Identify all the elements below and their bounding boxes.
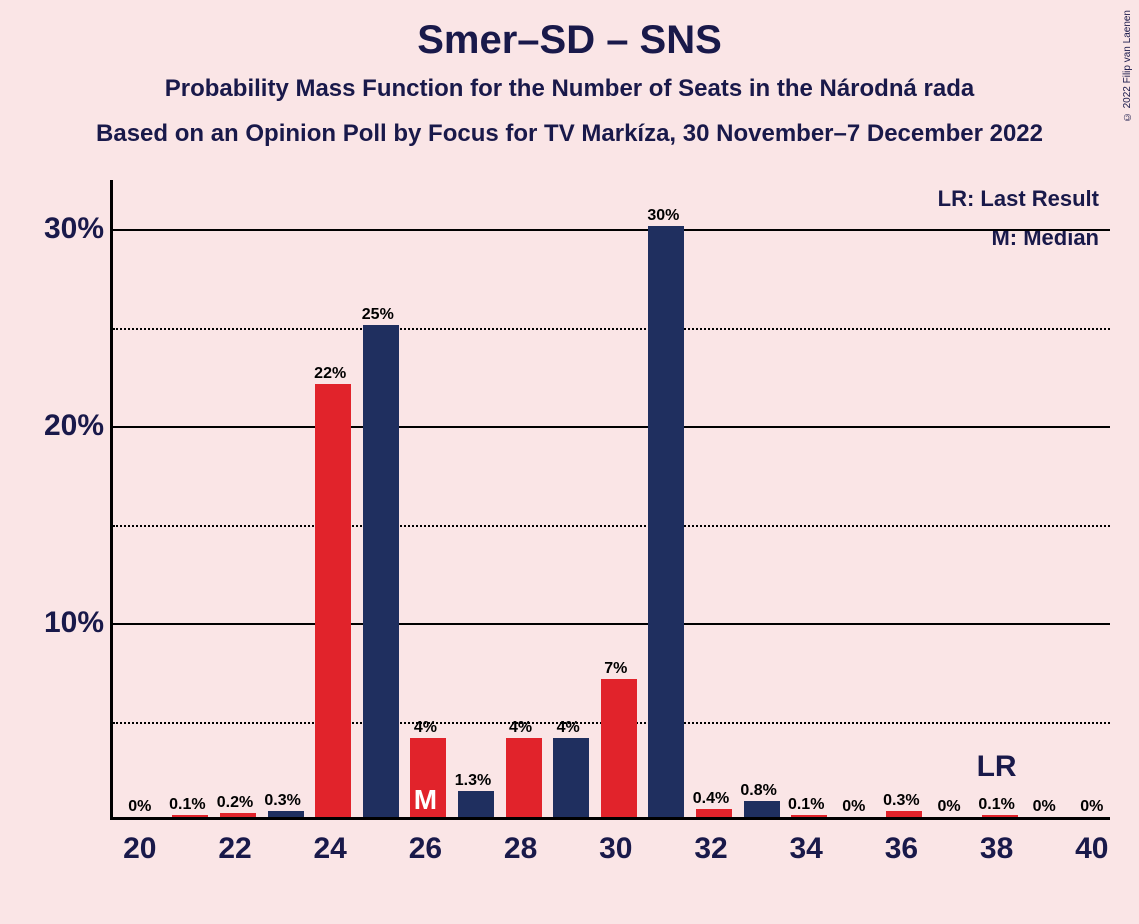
chart-bar	[886, 811, 922, 817]
chart-bar	[506, 738, 542, 817]
y-axis-label: 20%	[24, 409, 104, 443]
bar-value-label: 0%	[1033, 798, 1056, 816]
bar-value-label: 0.2%	[217, 794, 253, 812]
bar-value-label: 30%	[647, 207, 679, 225]
bar-value-label: 0.1%	[788, 796, 824, 814]
bar-value-label: 1.3%	[455, 772, 491, 790]
bar-value-label: 0.1%	[978, 796, 1014, 814]
x-axis-label: 36	[885, 832, 918, 866]
gridline-major	[113, 229, 1110, 231]
chart-bar	[363, 325, 399, 817]
y-axis-label: 10%	[24, 606, 104, 640]
chart-subtitle-2: Based on an Opinion Poll by Focus for TV…	[0, 120, 1139, 148]
x-axis-label: 28	[504, 832, 537, 866]
chart-bar	[744, 801, 780, 817]
bar-value-label: 4%	[509, 719, 532, 737]
gridline-major	[113, 623, 1110, 625]
bar-value-label: 0%	[937, 798, 960, 816]
chart-bar	[458, 791, 494, 817]
chart-bar	[220, 813, 256, 817]
bar-value-label: 4%	[557, 719, 580, 737]
bar-value-label: 0.1%	[169, 796, 205, 814]
chart-bar	[791, 815, 827, 817]
chart-title: Smer–SD – SNS	[0, 18, 1139, 63]
bar-value-label: 0.4%	[693, 790, 729, 808]
gridline-major	[113, 426, 1110, 428]
median-marker: M	[414, 784, 437, 816]
bar-value-label: 4%	[414, 719, 437, 737]
x-axis-label: 30	[599, 832, 632, 866]
x-axis-label: 38	[980, 832, 1013, 866]
chart-bar	[601, 679, 637, 817]
bar-value-label: 0%	[842, 798, 865, 816]
x-axis-label: 22	[218, 832, 251, 866]
chart-bar	[648, 226, 684, 817]
chart-bar	[315, 384, 351, 817]
last-result-marker: LR	[977, 750, 1017, 784]
gridline-minor	[113, 328, 1110, 330]
chart-bar	[982, 815, 1018, 817]
copyright-text: © 2022 Filip van Laenen	[1122, 10, 1133, 122]
x-axis-label: 20	[123, 832, 156, 866]
bar-value-label: 0.3%	[883, 792, 919, 810]
bar-value-label: 0.3%	[264, 792, 300, 810]
gridline-minor	[113, 525, 1110, 527]
y-axis-label: 30%	[24, 212, 104, 246]
bar-value-label: 0%	[1080, 798, 1103, 816]
chart-bar	[268, 811, 304, 817]
chart-subtitle-1: Probability Mass Function for the Number…	[0, 75, 1139, 103]
x-axis-label: 26	[409, 832, 442, 866]
x-axis-label: 24	[314, 832, 347, 866]
bar-value-label: 22%	[314, 365, 346, 383]
chart-bar	[172, 815, 208, 817]
chart-plot-area	[110, 180, 1110, 820]
bar-value-label: 7%	[604, 660, 627, 678]
chart-bar	[696, 809, 732, 817]
x-axis-label: 32	[694, 832, 727, 866]
bar-value-label: 0.8%	[740, 782, 776, 800]
x-axis-label: 40	[1075, 832, 1108, 866]
bar-value-label: 0%	[128, 798, 151, 816]
chart-bar	[553, 738, 589, 817]
bar-value-label: 25%	[362, 306, 394, 324]
x-axis-label: 34	[790, 832, 823, 866]
